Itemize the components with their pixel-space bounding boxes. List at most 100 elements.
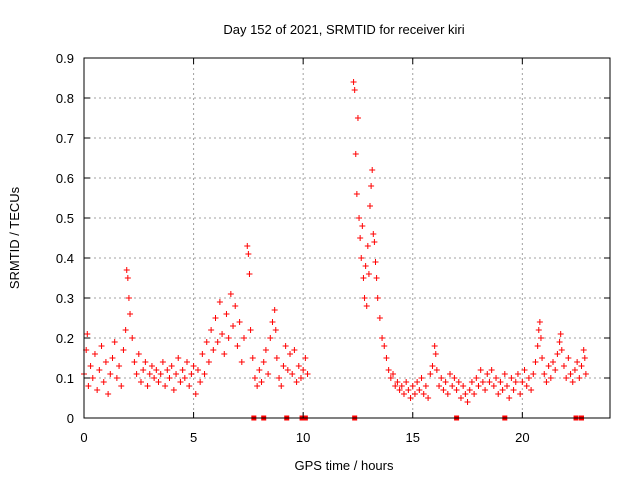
data-point [574, 359, 581, 365]
data-point [190, 363, 197, 369]
data-point [362, 263, 369, 269]
data-point [127, 311, 134, 317]
data-point [357, 235, 364, 241]
data-point [87, 363, 94, 369]
data-point [560, 363, 567, 369]
data-point [244, 243, 251, 249]
data-point [179, 367, 186, 373]
data-point [85, 383, 92, 389]
data-point [173, 371, 180, 377]
data-point [407, 395, 414, 401]
data-point [166, 375, 173, 381]
data-point [449, 383, 456, 389]
data-point [528, 387, 535, 393]
data-point [486, 379, 493, 385]
data-point [414, 379, 421, 385]
data-point [133, 371, 140, 377]
data-point [304, 371, 311, 377]
data-point [111, 339, 118, 345]
y-tick-label: 0.3 [56, 291, 74, 306]
x-axis: 0 5 10 15 20 [80, 58, 530, 445]
data-point [359, 223, 366, 229]
data-point [534, 343, 541, 349]
y-tick-label: 0.2 [56, 331, 74, 346]
data-point [214, 339, 221, 345]
data-point [541, 371, 548, 377]
data-point [123, 267, 130, 273]
data-point [94, 387, 101, 393]
data-point [240, 335, 247, 341]
x-tick-label: 20 [515, 430, 529, 445]
data-point [102, 359, 109, 365]
data-point [293, 379, 300, 385]
data-point [197, 379, 204, 385]
data-point [536, 319, 543, 325]
data-point [466, 387, 473, 393]
data-point [571, 367, 578, 373]
data-point [580, 347, 587, 353]
data-point [137, 379, 144, 385]
data-point [484, 371, 491, 377]
data-point [124, 275, 131, 281]
data-point [440, 387, 447, 393]
data-point [84, 331, 91, 337]
data-point [374, 295, 381, 301]
data-point [477, 367, 484, 373]
data-point [369, 167, 376, 173]
data-point [297, 375, 304, 381]
data-point [405, 387, 412, 393]
data-point [473, 375, 480, 381]
x-tick-label: 0 [80, 430, 87, 445]
data-point [499, 387, 506, 393]
data-point [232, 303, 239, 309]
data-point [284, 367, 291, 373]
data-point [416, 387, 423, 393]
data-point [488, 367, 495, 373]
data-point [201, 371, 208, 377]
data-point [501, 371, 508, 377]
data-point [523, 383, 530, 389]
data-point [442, 379, 449, 385]
data-point [168, 363, 175, 369]
data-point [96, 367, 103, 373]
data-point [444, 391, 451, 397]
data-point [431, 343, 438, 349]
data-point [225, 335, 232, 341]
data-point [91, 351, 98, 357]
data-point [300, 367, 307, 373]
data-point [557, 331, 564, 337]
data-point [203, 339, 210, 345]
data-point [199, 351, 206, 357]
data-point [525, 375, 532, 381]
data-point [447, 371, 454, 377]
data-point [278, 383, 285, 389]
data-point [194, 367, 201, 373]
data-point [493, 375, 500, 381]
data-point [457, 395, 464, 401]
data-point [547, 375, 554, 381]
data-point [175, 355, 182, 361]
data-point [576, 375, 583, 381]
data-point [151, 375, 158, 381]
data-point [256, 367, 263, 373]
data-point [418, 375, 425, 381]
data-point [273, 355, 280, 361]
data-point [188, 371, 195, 377]
data-point [184, 359, 191, 365]
data-point [140, 367, 147, 373]
data-point [89, 375, 96, 381]
data-point [556, 339, 563, 345]
data-point [581, 355, 588, 361]
data-point [422, 383, 429, 389]
data-point [116, 363, 123, 369]
data-point [432, 351, 439, 357]
data-point [497, 379, 504, 385]
data-point [162, 383, 169, 389]
data-point [379, 335, 386, 341]
data-point [208, 327, 215, 333]
data-point [582, 371, 589, 377]
data-point [265, 371, 272, 377]
data-point [212, 315, 219, 321]
data-point [120, 347, 127, 353]
